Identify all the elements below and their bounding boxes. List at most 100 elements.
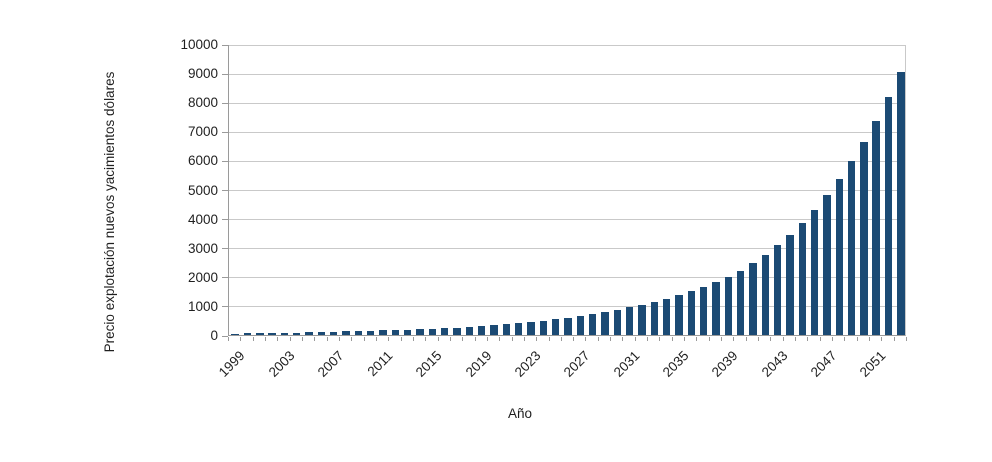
- y-tick: [222, 306, 228, 308]
- x-tick: [782, 337, 784, 341]
- bar-2030: [613, 309, 621, 335]
- x-tick: [881, 337, 883, 341]
- bar-2018: [465, 326, 474, 335]
- bar-2049: [847, 160, 856, 335]
- bar-2026: [564, 317, 572, 335]
- x-tick: [610, 337, 612, 341]
- x-tick-label: 2031: [610, 348, 643, 380]
- bar-2009: [354, 331, 363, 335]
- x-tick-label: 2047: [807, 348, 840, 380]
- y-tick: [222, 44, 228, 46]
- x-tick: [634, 337, 636, 341]
- x-tick: [338, 337, 340, 341]
- bar-2001: [256, 333, 264, 335]
- y-tick-label: 4000: [187, 211, 218, 227]
- y-tick-label: 10000: [180, 37, 218, 52]
- bar-2015: [428, 328, 437, 335]
- bar-2027: [576, 316, 585, 335]
- x-tick: [832, 337, 834, 341]
- x-tick: [474, 337, 476, 341]
- bar-2008: [342, 331, 350, 335]
- y-tick-label: 6000: [187, 153, 218, 169]
- bar-2045: [798, 223, 806, 335]
- x-tick: [856, 337, 858, 341]
- x-tick: [351, 337, 353, 341]
- x-tick: [893, 337, 895, 341]
- x-tick: [301, 337, 303, 341]
- gridline: [229, 306, 905, 308]
- x-tick: [388, 337, 390, 341]
- x-tick: [721, 337, 723, 341]
- y-tick: [222, 190, 228, 191]
- x-tick: [560, 337, 562, 341]
- bar-2042: [761, 254, 769, 335]
- x-tick: [523, 337, 525, 341]
- x-tick: [363, 337, 365, 341]
- x-tick: [326, 337, 328, 341]
- bar-2024: [539, 320, 548, 335]
- x-tick: [671, 337, 673, 341]
- x-tick: [375, 337, 377, 341]
- x-tick: [548, 337, 550, 341]
- bar-2000: [243, 333, 252, 335]
- bar-2007: [330, 331, 338, 335]
- x-tick: [659, 337, 661, 341]
- bar-2029: [601, 312, 609, 335]
- gridline: [229, 248, 905, 250]
- bar-2034: [662, 298, 671, 335]
- y-tick: [222, 160, 228, 162]
- x-tick: [696, 337, 698, 341]
- bar-2032: [638, 304, 646, 335]
- bar-2051: [872, 120, 880, 335]
- bar-2028: [588, 314, 597, 335]
- bar-2023: [527, 322, 535, 335]
- x-tick-label: 2011: [364, 348, 396, 380]
- bar-2043: [773, 245, 782, 335]
- y-tick: [222, 102, 228, 104]
- bar-2004: [293, 332, 301, 335]
- x-tick-label: 2023: [511, 348, 544, 380]
- bar-2025: [551, 319, 560, 335]
- gridline: [229, 190, 905, 191]
- y-tick: [222, 277, 228, 279]
- gridline: [229, 44, 905, 46]
- bar-2031: [625, 307, 634, 335]
- x-axis-title: Año: [507, 406, 533, 421]
- y-tick-label: 2000: [187, 269, 218, 285]
- bar-2020: [490, 325, 498, 335]
- x-tick: [252, 337, 254, 341]
- x-tick: [795, 337, 797, 341]
- x-tick: [585, 337, 587, 341]
- x-tick: [647, 337, 649, 341]
- bar-2041: [749, 262, 757, 335]
- x-tick: [277, 337, 279, 341]
- bar-2017: [453, 327, 461, 335]
- bar-2006: [317, 332, 326, 335]
- x-tick: [536, 337, 538, 341]
- bar-2014: [416, 329, 424, 335]
- bar-2044: [786, 234, 794, 335]
- bar-2016: [441, 328, 449, 335]
- x-tick: [264, 337, 266, 341]
- y-tick-label: 1000: [187, 298, 218, 314]
- x-tick: [289, 337, 291, 341]
- x-tick-label: 2051: [856, 348, 889, 380]
- y-tick-label: 5000: [187, 182, 218, 198]
- x-tick: [758, 337, 760, 341]
- bar-2033: [650, 301, 658, 335]
- gridline: [229, 131, 905, 133]
- x-tick-label: 2007: [314, 348, 347, 380]
- y-tick-label: 7000: [187, 124, 218, 140]
- x-tick: [708, 337, 710, 341]
- bar-2050: [860, 141, 868, 335]
- bar-2037: [699, 286, 708, 335]
- y-tick: [222, 335, 228, 337]
- bar-2052: [884, 97, 893, 335]
- y-axis-title: Precio explotación nuevos yacimientos dó…: [102, 71, 117, 353]
- x-tick-label: 2035: [659, 348, 692, 380]
- x-tick: [400, 337, 402, 341]
- x-tick-label: 2043: [758, 348, 791, 380]
- gridline: [229, 277, 905, 279]
- y-tick: [222, 131, 228, 133]
